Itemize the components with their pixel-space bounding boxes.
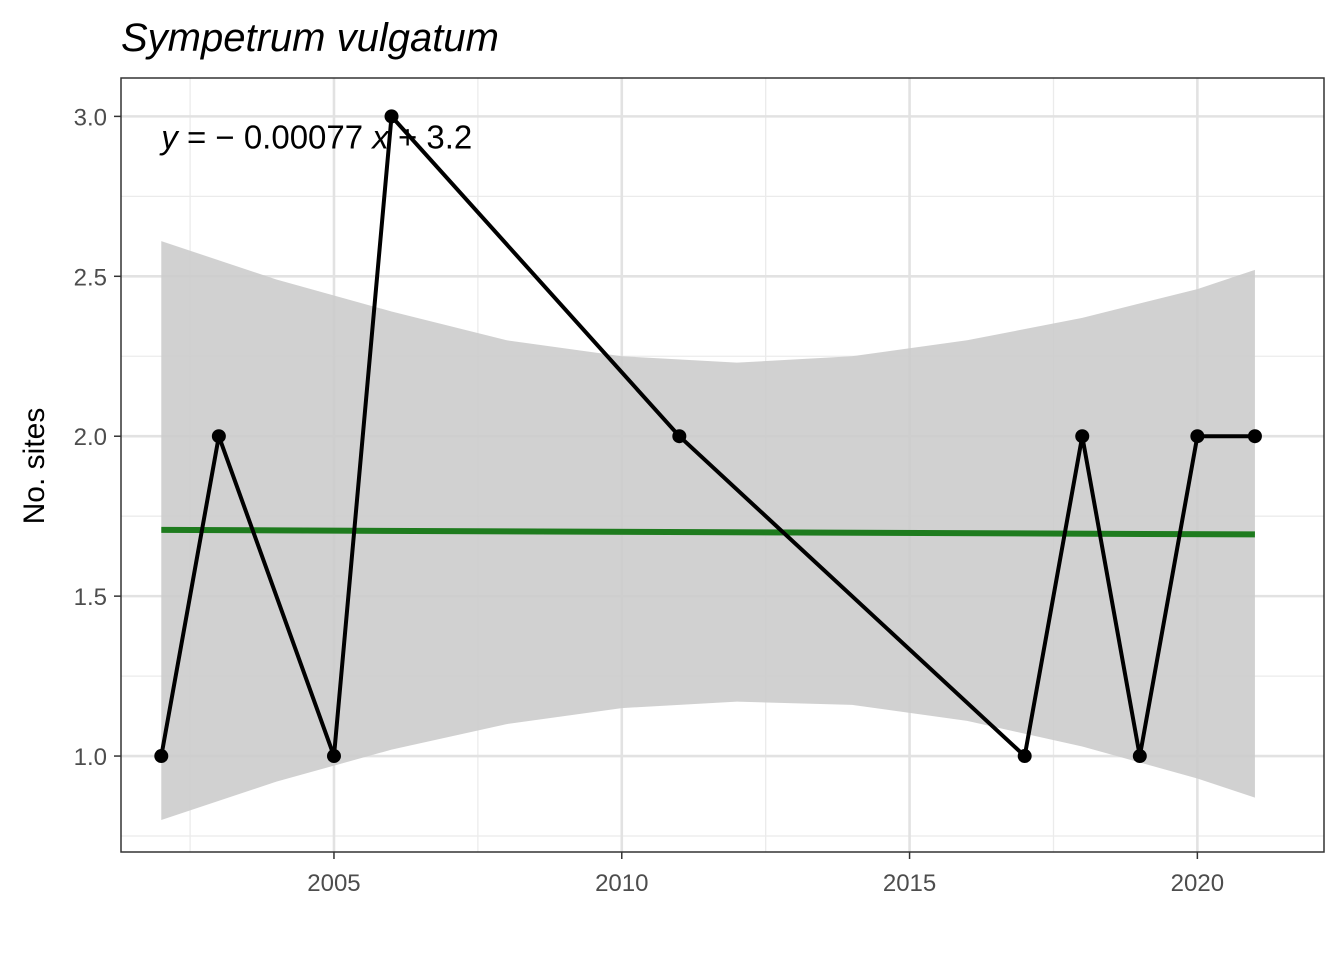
x-tick-label: 2010 <box>595 870 648 897</box>
equation-part: y <box>159 118 180 155</box>
trend-line <box>161 526 1255 538</box>
data-point <box>672 429 687 444</box>
trend-line-group <box>161 526 1255 538</box>
data-points <box>154 109 1262 764</box>
x-axis-ticks: 2005 2010 2015 2020 <box>307 852 1224 897</box>
y-axis-title: No. sites <box>18 408 51 525</box>
plot-panel-border <box>120 77 1325 853</box>
data-point <box>1132 749 1147 764</box>
data-point <box>1017 749 1032 764</box>
y-tick-label: 3.0 <box>74 104 107 131</box>
y-tick-label: 2.5 <box>74 264 107 291</box>
equation-part: x <box>370 118 390 155</box>
x-tick-label: 2020 <box>1171 870 1224 897</box>
x-tick-label: 2015 <box>883 870 936 897</box>
y-tick-label: 2.0 <box>74 424 107 451</box>
series-line-group <box>159 114 1255 759</box>
series-line <box>159 114 1255 759</box>
data-point <box>1075 429 1090 444</box>
equation-part: = − 0.00077 <box>178 118 373 155</box>
data-point <box>1190 429 1205 444</box>
equation-part: + 3.2 <box>389 118 472 155</box>
x-tick-label: 2005 <box>307 870 360 897</box>
equation-text: y = − 0.00077 x + 3.2 <box>159 118 472 155</box>
data-point <box>154 749 169 764</box>
y-tick-label: 1.0 <box>74 744 107 771</box>
data-point <box>326 749 341 764</box>
data-point <box>384 109 399 124</box>
y-axis-ticks: 1.0 1.5 2.0 2.5 3.0 <box>74 104 121 771</box>
data-point <box>211 429 226 444</box>
y-tick-label: 1.5 <box>74 584 107 611</box>
data-point <box>1247 429 1262 444</box>
equation-annotation: y = − 0.00077 x + 3.2 <box>159 118 472 155</box>
chart-title: Sympetrum vulgatum <box>121 16 499 60</box>
